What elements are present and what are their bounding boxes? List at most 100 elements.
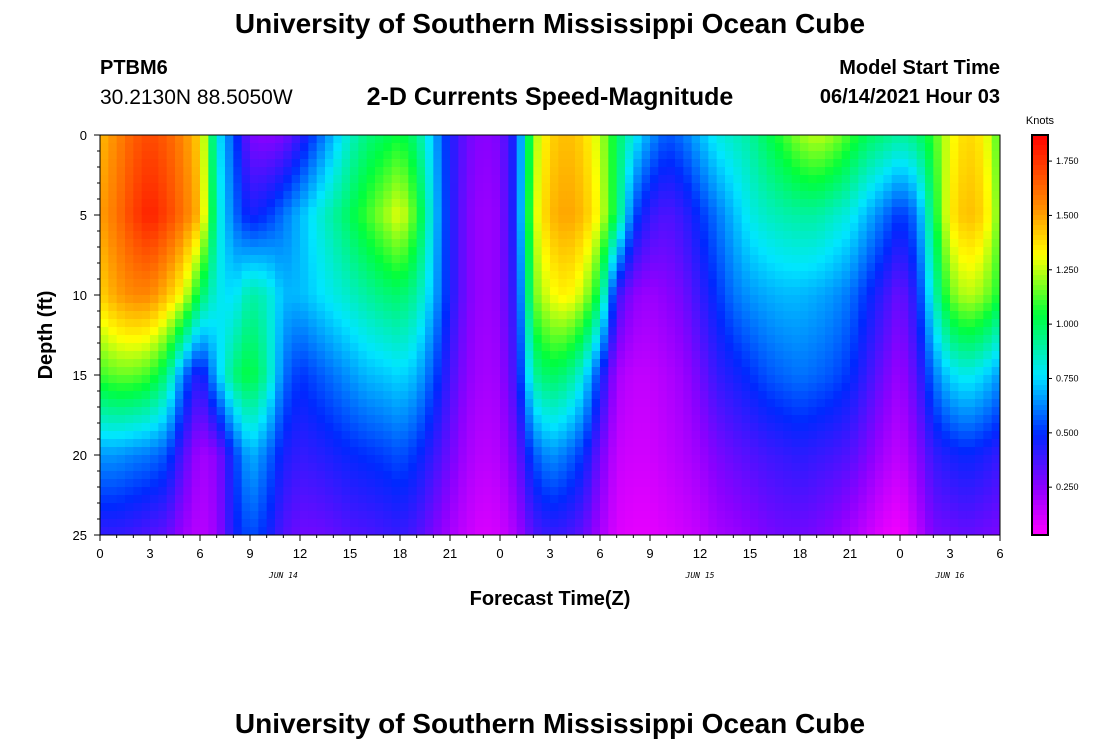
heatmap-cell [383, 455, 393, 464]
heatmap-cell [741, 495, 751, 504]
heatmap-cell [350, 447, 359, 456]
heatmap-cell [133, 463, 143, 472]
heatmap-cell [691, 175, 701, 184]
heatmap-cell [566, 495, 576, 504]
heatmap-cell [433, 439, 443, 448]
heatmap-cell [108, 239, 118, 248]
heatmap-cell [483, 311, 493, 320]
heatmap-cell [141, 295, 151, 304]
heatmap-cell [258, 295, 268, 304]
heatmap-cell [808, 351, 818, 360]
heatmap-cell [116, 359, 126, 368]
heatmap-cell [441, 319, 451, 328]
heatmap-cell [866, 303, 876, 312]
heatmap-cell [625, 471, 634, 480]
heatmap-cell [683, 263, 693, 272]
heatmap-cell [691, 479, 701, 488]
heatmap-cell [633, 295, 643, 304]
heatmap-cell [883, 135, 893, 144]
heatmap-cell [475, 463, 484, 472]
heatmap-cell [225, 311, 234, 320]
heatmap-cell [566, 159, 576, 168]
heatmap-cell [541, 239, 551, 248]
heatmap-cell [166, 343, 176, 352]
heatmap-cell [100, 279, 109, 288]
heatmap-cell [858, 255, 868, 264]
heatmap-cell [675, 319, 684, 328]
heatmap-cell [508, 423, 518, 432]
heatmap-cell [300, 383, 309, 392]
heatmap-cell [250, 279, 259, 288]
heatmap-cell [750, 327, 759, 336]
heatmap-cell [108, 199, 118, 208]
heatmap-cell [841, 191, 851, 200]
heatmap-cell [783, 399, 793, 408]
heatmap-cell [475, 167, 484, 176]
heatmap-cell [333, 175, 343, 184]
heatmap-cell [183, 183, 193, 192]
heatmap-cell [375, 455, 384, 464]
heatmap-cell [825, 375, 834, 384]
heatmap-cell [966, 367, 976, 376]
heatmap-cell [583, 135, 593, 144]
heatmap-cell [491, 255, 501, 264]
heatmap-cell [566, 263, 576, 272]
heatmap-cell [350, 335, 359, 344]
heatmap-cell [300, 343, 309, 352]
heatmap-cell [875, 215, 884, 224]
heatmap-cell [308, 431, 318, 440]
heatmap-cell [641, 447, 651, 456]
heatmap-cell [483, 223, 493, 232]
heatmap-cell [141, 183, 151, 192]
heatmap-cell [625, 207, 634, 216]
heatmap-cell [841, 287, 851, 296]
heatmap-cell [416, 239, 426, 248]
heatmap-cell [350, 183, 359, 192]
heatmap-cell [216, 351, 226, 360]
heatmap-cell [241, 143, 251, 152]
heatmap-cell [250, 407, 259, 416]
heatmap-cell [858, 479, 868, 488]
heatmap-cell [583, 391, 593, 400]
heatmap-cell [325, 135, 334, 144]
heatmap-cell [933, 455, 943, 464]
heatmap-cell [425, 375, 434, 384]
heatmap-cell [425, 479, 434, 488]
heatmap-cell [833, 223, 843, 232]
heatmap-cell [358, 167, 368, 176]
heatmap-cell [141, 447, 151, 456]
heatmap-cell [366, 175, 376, 184]
heatmap-cell [758, 159, 768, 168]
heatmap-cell [316, 207, 326, 216]
heatmap-cell [525, 479, 534, 488]
heatmap-cell [725, 175, 734, 184]
heatmap-cell [291, 183, 301, 192]
heatmap-cell [400, 159, 409, 168]
heatmap-cell [866, 327, 876, 336]
heatmap-cell [241, 167, 251, 176]
heatmap-cell [383, 351, 393, 360]
heatmap-cell [100, 415, 109, 424]
heatmap-cell [575, 343, 584, 352]
heatmap-cell [408, 319, 418, 328]
heatmap-cell [458, 415, 468, 424]
heatmap-cell [975, 303, 984, 312]
heatmap-cell [366, 207, 376, 216]
heatmap-cell [416, 159, 426, 168]
heatmap-cell [908, 199, 918, 208]
heatmap-cell [133, 455, 143, 464]
heatmap-cell [416, 351, 426, 360]
heatmap-cell [975, 375, 984, 384]
heatmap-cell [766, 191, 776, 200]
heatmap-cell [133, 335, 143, 344]
heatmap-cell [275, 199, 284, 208]
heatmap-cell [833, 343, 843, 352]
heatmap-cell [283, 247, 293, 256]
heatmap-cell [350, 463, 359, 472]
heatmap-cell [633, 159, 643, 168]
heatmap-cell [116, 487, 126, 496]
heatmap-cell [508, 375, 518, 384]
heatmap-cell [300, 167, 309, 176]
heatmap-cell [991, 447, 1001, 456]
heatmap-cell [241, 247, 251, 256]
